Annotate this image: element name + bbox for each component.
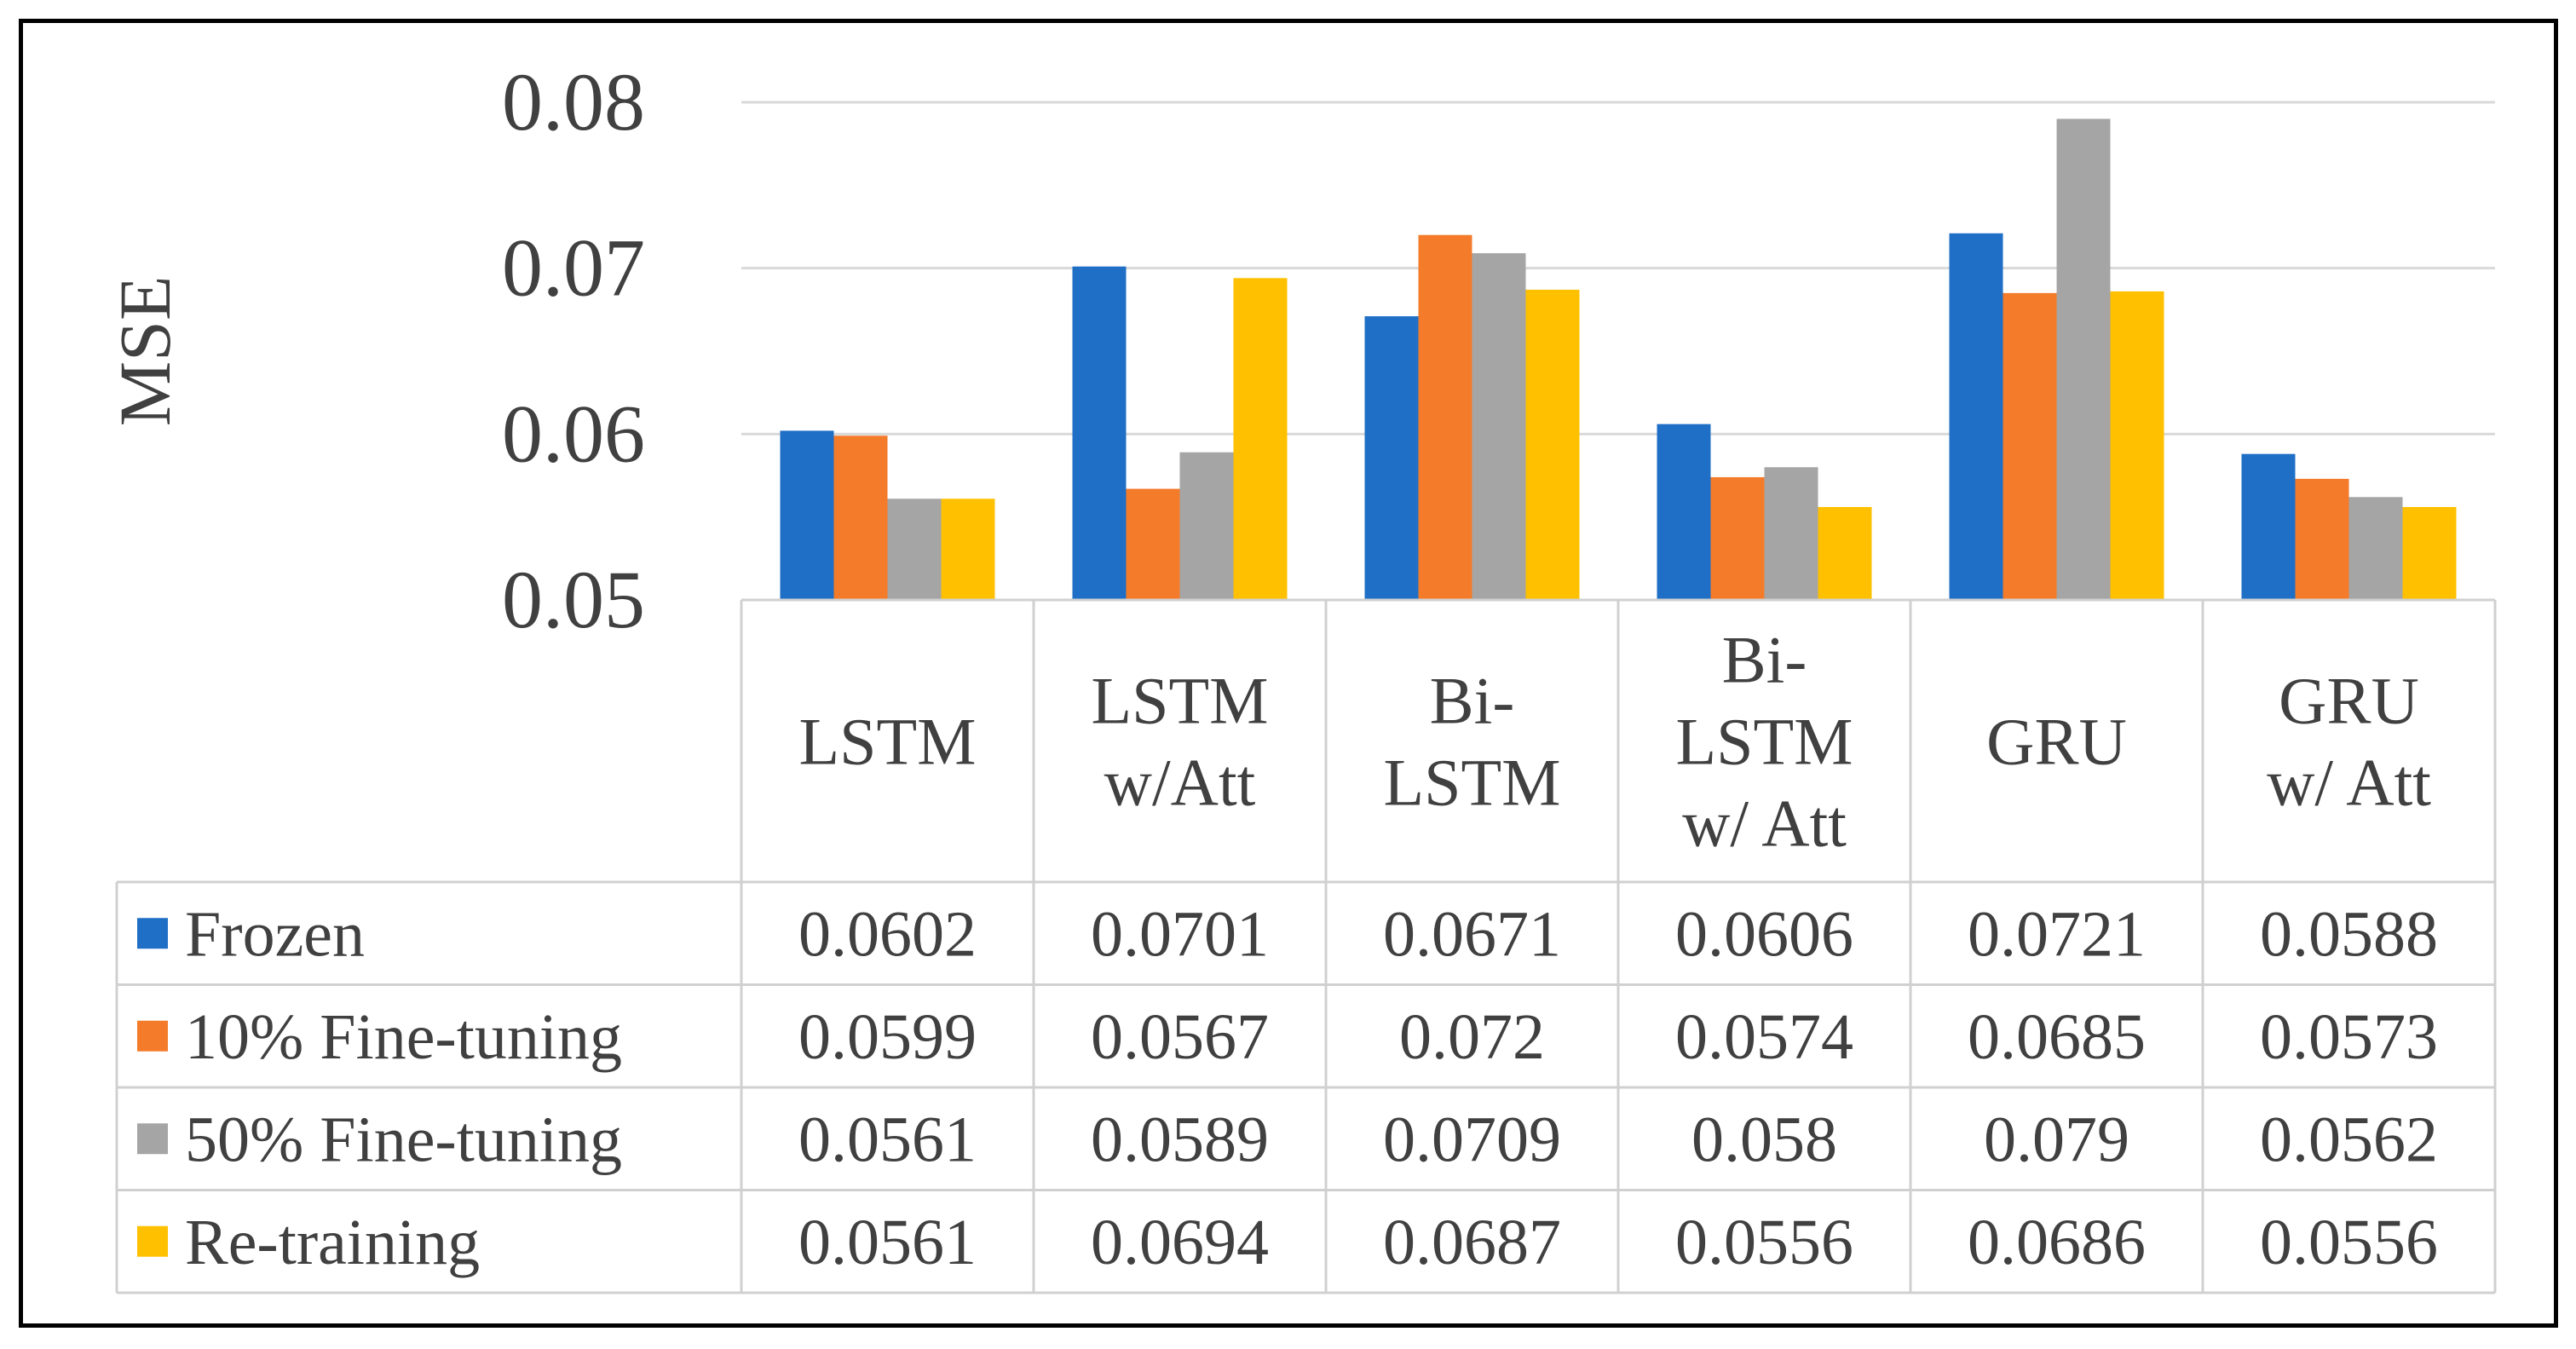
data-label: 0.0709	[1383, 1104, 1561, 1175]
bar-10-fine-tuning-2	[1126, 488, 1180, 600]
data-label: 0.0687	[1383, 1207, 1561, 1278]
data-label: 0.0701	[1091, 898, 1269, 970]
bar-re-training-4	[1818, 506, 1872, 600]
bar-10-fine-tuning-5	[2003, 292, 2057, 600]
legend-swatch-frozen	[137, 918, 168, 949]
category-label: GRU	[2279, 664, 2419, 738]
category-label: w/ Att	[2267, 746, 2431, 820]
legend-label-frozen: Frozen	[185, 898, 365, 970]
bar-50-fine-tuning-6	[2348, 497, 2403, 600]
bar-50-fine-tuning-5	[2056, 118, 2111, 600]
bar-frozen-3	[1364, 316, 1419, 600]
data-label: 0.0589	[1091, 1104, 1269, 1175]
chart-frame: 0.05 0.06 0.07 0.08 MSE LSTM LSTM w/Att Bi- LSTM…	[19, 19, 2558, 1328]
data-label: 0.0671	[1383, 898, 1561, 970]
data-label: 0.0561	[798, 1104, 977, 1175]
y-tick-label: 0.06	[502, 388, 645, 479]
data-label: 0.0562	[2260, 1104, 2438, 1175]
category-label: LSTM	[798, 705, 976, 779]
category-label: w/Att	[1104, 746, 1256, 820]
data-label: 0.0588	[2260, 898, 2438, 970]
legend-swatch-10-fine-tuning	[137, 1020, 168, 1052]
legend-label-50-fine-tuning: 50% Fine-tuning	[185, 1104, 622, 1175]
bar-re-training-3	[1525, 289, 1580, 600]
y-tick-label: 0.05	[502, 554, 645, 645]
data-label: 0.0599	[798, 1001, 977, 1073]
category-label: GRU	[1986, 705, 2127, 779]
data-label: 0.0556	[1675, 1207, 1853, 1278]
bar-10-fine-tuning-4	[1710, 476, 1765, 600]
y-axis: 0.05 0.06 0.07 0.08 MSE	[104, 56, 645, 645]
category-label: w/ Att	[1682, 787, 1847, 861]
data-table: LSTM LSTM w/Att Bi- LSTM Bi- LSTM w/ Att GRU GRU w…	[115, 598, 2497, 1294]
data-label: 0.0686	[1968, 1207, 2146, 1278]
data-label: 0.0606	[1675, 898, 1853, 970]
bar-10-fine-tuning-3	[1418, 234, 1472, 600]
bar-50-fine-tuning-4	[1764, 467, 1818, 600]
data-label: 0.0694	[1091, 1207, 1269, 1278]
bar-re-training-6	[2402, 506, 2457, 600]
bar-50-fine-tuning-3	[1472, 253, 1526, 600]
legend-label-re-training: Re-training	[185, 1207, 480, 1278]
category-label: LSTM	[1091, 664, 1268, 738]
bar-re-training-2	[1233, 278, 1288, 600]
bar-50-fine-tuning-1	[887, 499, 942, 600]
data-label: 0.0573	[2260, 1001, 2438, 1073]
category-label: Bi-	[1722, 623, 1807, 697]
data-label: 0.0721	[1968, 898, 2146, 970]
data-label: 0.0602	[798, 898, 977, 970]
category-label: LSTM	[1675, 705, 1853, 779]
bar-50-fine-tuning-2	[1179, 452, 1234, 600]
bar-frozen-2	[1072, 266, 1127, 600]
gridlines	[741, 101, 2495, 435]
bar-10-fine-tuning-6	[2295, 478, 2349, 600]
data-label: 0.0685	[1968, 1001, 2146, 1073]
bar-10-fine-tuning-1	[833, 435, 888, 600]
y-axis-label: MSE	[104, 276, 186, 427]
data-label: 0.079	[1984, 1104, 2129, 1175]
data-label: 0.072	[1399, 1001, 1545, 1073]
data-label: 0.0556	[2260, 1207, 2438, 1278]
bars	[780, 118, 2457, 600]
bar-frozen-4	[1657, 424, 1711, 600]
bar-frozen-1	[780, 430, 834, 600]
data-label: 0.0561	[798, 1207, 977, 1278]
y-tick-label: 0.07	[502, 222, 645, 314]
legend-swatch-50-fine-tuning	[137, 1123, 168, 1155]
data-label: 0.0574	[1675, 1001, 1853, 1073]
legend-swatch-re-training	[137, 1225, 168, 1257]
y-tick-label: 0.08	[502, 56, 645, 147]
legend-label-10-fine-tuning: 10% Fine-tuning	[185, 1001, 622, 1073]
category-label: Bi-	[1430, 664, 1515, 738]
bar-re-training-5	[2110, 291, 2164, 600]
category-label: LSTM	[1383, 746, 1560, 820]
bar-re-training-1	[941, 499, 995, 600]
data-label: 0.0567	[1091, 1001, 1269, 1073]
data-label: 0.058	[1691, 1104, 1837, 1175]
bar-frozen-6	[2241, 453, 2296, 600]
bar-frozen-5	[1949, 233, 2003, 600]
